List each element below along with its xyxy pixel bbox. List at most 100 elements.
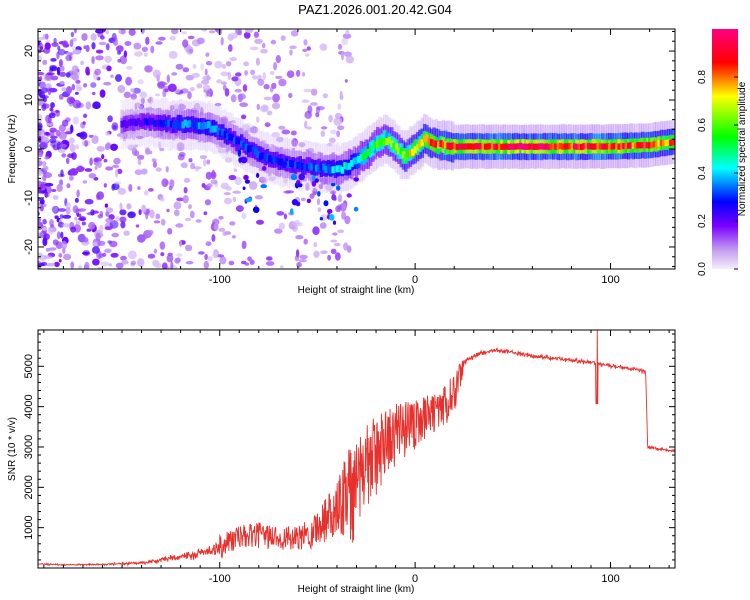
noise-blob bbox=[38, 170, 44, 176]
ridge-cell bbox=[425, 134, 429, 142]
ridge-cell bbox=[169, 120, 174, 128]
noise-blob bbox=[113, 41, 118, 46]
ridge-cell bbox=[575, 143, 579, 150]
noise-blob bbox=[38, 55, 43, 62]
signal-blob bbox=[330, 182, 336, 187]
noise-blob bbox=[301, 72, 306, 77]
ridge-cell bbox=[188, 120, 192, 127]
noise-blob bbox=[161, 178, 169, 188]
noise-blob bbox=[262, 72, 267, 81]
noise-blob bbox=[104, 203, 109, 208]
noise-blob bbox=[112, 164, 120, 168]
ridge-cell bbox=[526, 143, 530, 150]
signal-blob bbox=[243, 174, 249, 181]
x-tick-label: -100 bbox=[209, 274, 231, 286]
ridge-cell bbox=[235, 137, 239, 145]
ridge-cell bbox=[141, 118, 145, 126]
noise-blob bbox=[244, 70, 249, 76]
noise-blob bbox=[65, 157, 70, 164]
noise-blob bbox=[98, 41, 107, 46]
noise-blob bbox=[250, 69, 256, 76]
ridge-cell bbox=[519, 142, 523, 150]
noise-blob bbox=[216, 254, 225, 258]
noise-blob bbox=[241, 240, 247, 250]
noise-blob bbox=[150, 45, 155, 54]
noise-blob bbox=[248, 181, 258, 190]
ridge-cell bbox=[357, 155, 361, 163]
ridge-cell bbox=[448, 143, 453, 150]
noise-blob bbox=[320, 126, 328, 130]
noise-blob bbox=[100, 35, 105, 40]
noise-blob bbox=[66, 183, 71, 189]
noise-blob bbox=[232, 235, 236, 239]
ridge-cell bbox=[228, 133, 232, 141]
ridge-cell bbox=[345, 163, 349, 171]
noise-blob bbox=[115, 216, 120, 222]
ridge-cell bbox=[209, 125, 213, 133]
ridge-cell bbox=[230, 134, 234, 142]
ridge-cell bbox=[467, 143, 471, 150]
noise-blob bbox=[176, 253, 183, 257]
ridge-cell bbox=[211, 125, 216, 133]
ridge-cell bbox=[338, 165, 342, 173]
noise-blob bbox=[56, 183, 63, 192]
ridge-cell bbox=[275, 156, 279, 164]
signal-blob bbox=[289, 208, 294, 215]
noise-blob bbox=[58, 131, 67, 140]
noise-blob bbox=[217, 148, 227, 154]
ridge-cell bbox=[139, 120, 143, 127]
ridge-cell bbox=[490, 143, 495, 150]
noise-blob bbox=[123, 50, 128, 58]
noise-blob bbox=[224, 88, 230, 97]
noise-blob bbox=[334, 252, 341, 261]
signal-blob bbox=[331, 194, 337, 201]
noise-blob bbox=[89, 157, 93, 166]
ridge-cell bbox=[610, 143, 614, 150]
noise-blob bbox=[137, 159, 142, 166]
noise-blob bbox=[105, 166, 114, 171]
ridge-cell bbox=[172, 122, 176, 130]
noise-blob bbox=[320, 130, 326, 138]
ridge-cell bbox=[605, 143, 610, 150]
noise-blob bbox=[145, 211, 149, 220]
y-tick-label: 10 bbox=[23, 94, 35, 106]
noise-blob bbox=[304, 110, 313, 119]
noise-blob bbox=[53, 37, 57, 44]
noise-blob bbox=[159, 196, 165, 202]
ridge-cell bbox=[308, 162, 312, 170]
noise-blob bbox=[336, 130, 340, 138]
noise-blob bbox=[38, 223, 41, 230]
signal-blob bbox=[327, 208, 333, 214]
noise-blob bbox=[69, 39, 74, 48]
noise-blob bbox=[51, 42, 59, 47]
noise-blob bbox=[229, 33, 238, 39]
noise-blob bbox=[91, 42, 96, 50]
ridge-cell bbox=[444, 141, 448, 149]
noise-blob bbox=[232, 190, 241, 194]
ridge-cell bbox=[542, 143, 546, 150]
ridge-cell bbox=[244, 143, 249, 151]
ridge-cell bbox=[601, 143, 605, 150]
noise-blob bbox=[330, 129, 337, 135]
noise-blob bbox=[143, 234, 148, 240]
noise-blob bbox=[135, 224, 140, 228]
noise-blob bbox=[237, 30, 242, 36]
noise-blob bbox=[104, 143, 111, 151]
noise-blob bbox=[220, 81, 228, 85]
noise-blob bbox=[199, 155, 208, 160]
noise-blob bbox=[207, 255, 213, 262]
noise-blob bbox=[104, 248, 112, 254]
noise-blob bbox=[73, 29, 77, 34]
noise-blob bbox=[295, 69, 301, 77]
noise-blob bbox=[198, 251, 205, 255]
ridge-cell bbox=[333, 165, 338, 173]
ridge-cell bbox=[134, 119, 138, 127]
noise-blob bbox=[166, 254, 174, 263]
noise-blob bbox=[115, 262, 124, 269]
signal-blob bbox=[237, 149, 242, 157]
noise-blob bbox=[243, 31, 251, 39]
noise-blob bbox=[42, 160, 46, 168]
noise-blob bbox=[130, 88, 135, 92]
noise-blob bbox=[345, 29, 350, 35]
noise-blob bbox=[194, 168, 200, 172]
